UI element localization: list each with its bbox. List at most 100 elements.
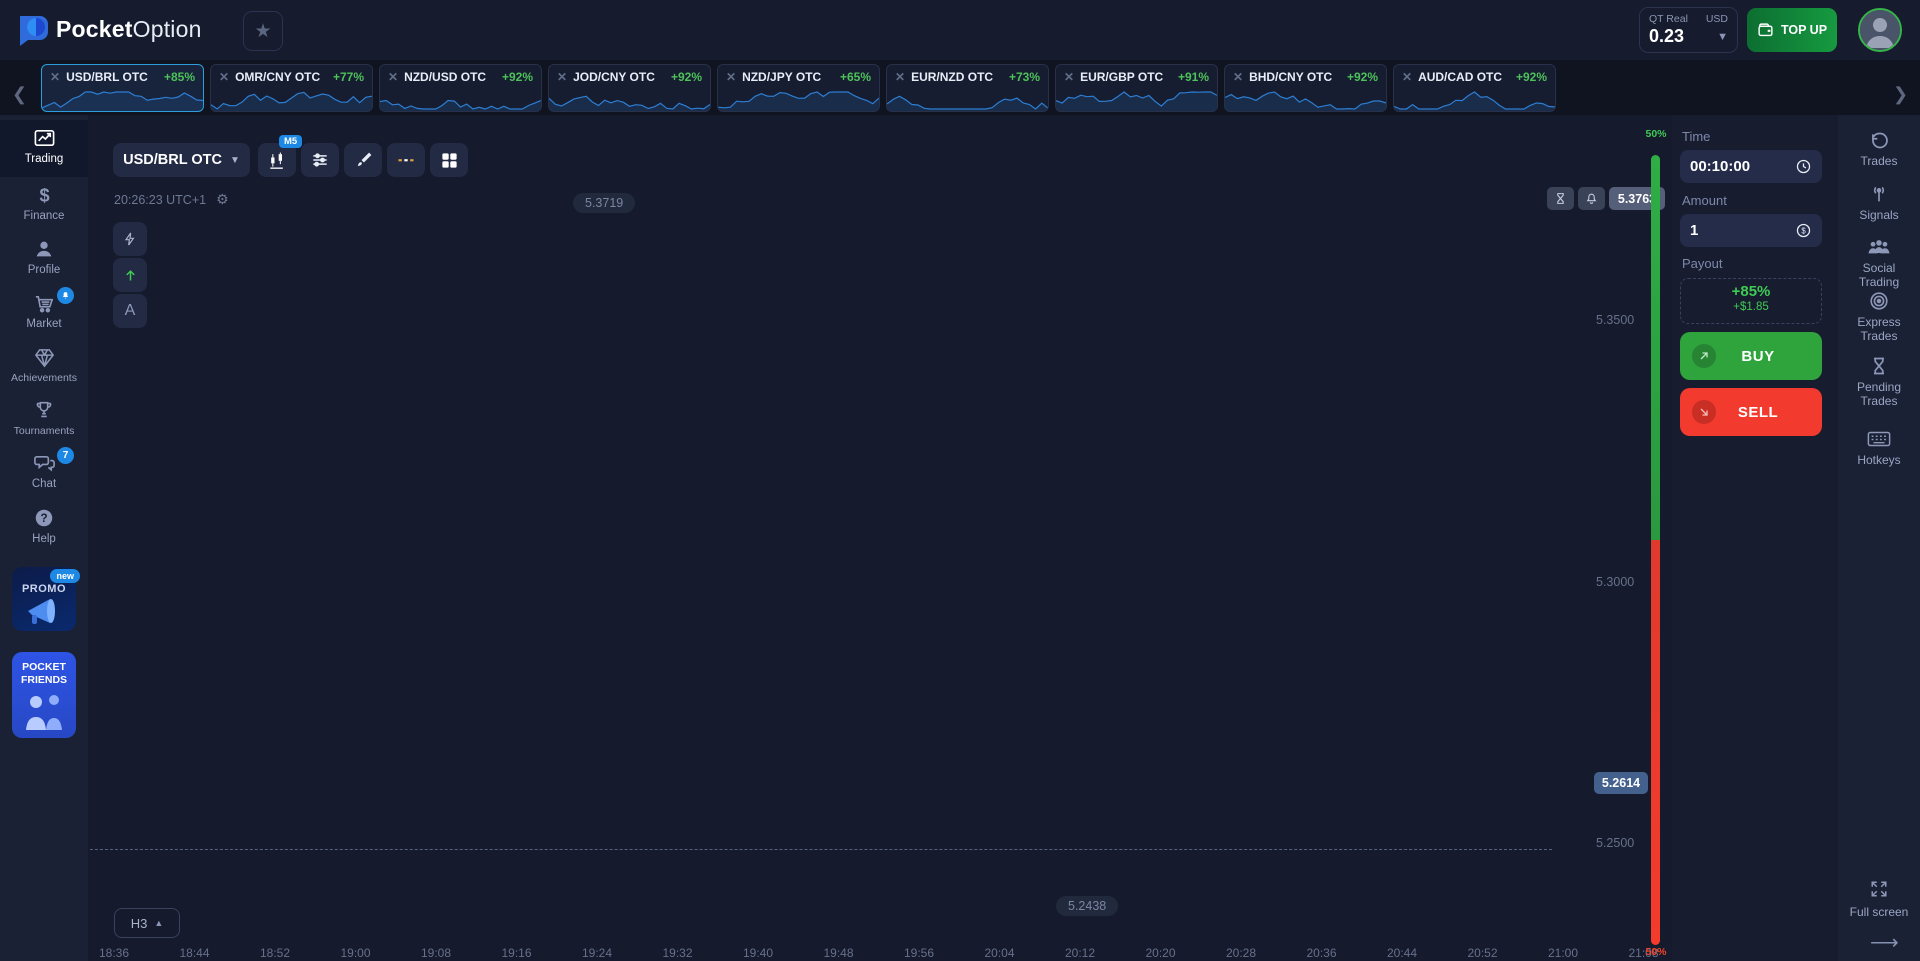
right-sidebar-item-social-trading[interactable]: Social Trading	[1838, 235, 1920, 289]
asset-tab-omr-cny-otc[interactable]: ✕ OMR/CNY OTC +77%	[210, 64, 373, 112]
fullscreen-button[interactable]: Full screen	[1838, 880, 1920, 920]
asset-tab-nzd-jpy-otc[interactable]: ✕ NZD/JPY OTC +65%	[717, 64, 880, 112]
avatar[interactable]	[1858, 8, 1902, 52]
fullscreen-label: Full screen	[1849, 905, 1909, 919]
sidebar-item-help[interactable]: ? Help	[0, 506, 88, 558]
buy-arrow-icon	[1692, 344, 1716, 368]
payout-percent: +85%	[1731, 283, 1771, 300]
promo-label: PROMO	[21, 583, 67, 595]
time-axis-label: 18:44	[179, 946, 210, 960]
favorites-star-button[interactable]: ★	[243, 11, 283, 51]
top-up-button[interactable]: TOP UP	[1747, 8, 1837, 52]
avatar-image	[1860, 10, 1900, 50]
sidebar-item-tournaments[interactable]: Tournaments	[0, 398, 88, 450]
upper-level-dashed-line	[0, 849, 1552, 850]
time-axis-label: 19:24	[581, 946, 613, 960]
pocket-friends-card[interactable]: POCKET FRIENDS	[12, 652, 76, 738]
tab-close-icon[interactable]: ✕	[895, 70, 906, 84]
time-axis-label: 20:04	[984, 946, 1015, 960]
expiration-hourglass-button[interactable]	[1547, 187, 1574, 210]
quick-trade-button[interactable]	[113, 222, 147, 256]
price-alert-button[interactable]	[1578, 187, 1605, 210]
pair-caret-icon: ▼	[229, 154, 240, 166]
time-axis-label: 19:08	[420, 946, 452, 960]
right-sidebar-item-signals[interactable]: Signals	[1838, 182, 1920, 223]
tab-payout: +73%	[1008, 70, 1040, 84]
asset-tab-nzd-usd-otc[interactable]: ✕ NZD/USD OTC +92%	[379, 64, 542, 112]
sell-button[interactable]: SELL	[1680, 388, 1822, 436]
time-axis-label: 20:28	[1225, 946, 1257, 960]
tabs-scroll-left-icon[interactable]: ❮	[12, 84, 28, 104]
tab-sparkline	[887, 89, 1048, 111]
tab-name: NZD/JPY OTC	[742, 70, 822, 84]
tab-payout: +65%	[839, 70, 871, 84]
tab-close-icon[interactable]: ✕	[50, 70, 61, 84]
time-axis-label: 19:40	[742, 946, 774, 960]
balance-caret-icon: ▼	[1717, 30, 1728, 43]
pair-selector-button[interactable]: USD/BRL OTC ▼	[113, 143, 250, 177]
sidebar-item-label: Finance	[23, 210, 65, 222]
current-price-badge: 5.2614	[1594, 772, 1648, 795]
scroll-to-latest-button[interactable]	[113, 258, 147, 292]
social-icon	[1838, 235, 1920, 259]
right-sidebar-item-label: Trades	[1860, 154, 1898, 168]
sidebar-item-finance[interactable]: $ Finance	[0, 183, 88, 235]
asset-tab-eur-nzd-otc[interactable]: ✕ EUR/NZD OTC +73%	[886, 64, 1049, 112]
sidebar-item-profile[interactable]: Profile	[0, 237, 88, 289]
tab-close-icon[interactable]: ✕	[388, 70, 399, 84]
right-sidebar-item-trades[interactable]: Trades	[1838, 128, 1920, 169]
tab-close-icon[interactable]: ✕	[557, 70, 568, 84]
layout-grid-button[interactable]	[430, 143, 468, 177]
gauge-sellers-label: 50%	[1645, 946, 1667, 958]
indicators-sliders-icon	[313, 153, 327, 167]
low-marker-price-tag: 5.2438	[1056, 896, 1119, 916]
sidebar-item-achievements[interactable]: Achievements	[0, 345, 88, 397]
time-axis-label: 18:36	[98, 946, 130, 960]
sidebar-item-market[interactable]: Market	[0, 287, 88, 343]
tab-close-icon[interactable]: ✕	[1402, 70, 1413, 84]
timeframe-badge: M5	[279, 135, 303, 148]
pending-icon	[1838, 354, 1920, 378]
asset-tab-eur-gbp-otc[interactable]: ✕ EUR/GBP OTC +91%	[1055, 64, 1218, 112]
buy-button[interactable]: BUY	[1680, 332, 1822, 380]
tab-payout: +77%	[332, 70, 364, 84]
dashes-icon	[398, 159, 414, 162]
expiration-time-input[interactable]: 00:10:00	[1680, 150, 1822, 183]
wallet-icon	[1758, 22, 1773, 36]
price-axis-label: 5.3500	[1596, 313, 1635, 327]
chart-type-button[interactable]	[258, 143, 296, 177]
sidebar-item-trading[interactable]: Trading	[0, 120, 88, 177]
promo-card[interactable]: new PROMO	[12, 567, 80, 631]
drawing-tools-button[interactable]	[344, 143, 382, 177]
balance-selector[interactable]: QT Real USD 0.23 ▼	[1639, 7, 1738, 53]
zoom-preset-button[interactable]: H3 ▲	[114, 908, 180, 938]
indicators-button[interactable]	[301, 143, 339, 177]
text-tool-button[interactable]: A	[113, 294, 147, 328]
payout-amount: +$1.85	[1733, 301, 1769, 313]
asset-tab-jod-cny-otc[interactable]: ✕ JOD/CNY OTC +92%	[548, 64, 711, 112]
tab-close-icon[interactable]: ✕	[1064, 70, 1075, 84]
line-style-button[interactable]	[387, 143, 425, 177]
asset-tab-aud-cad-otc[interactable]: ✕ AUD/CAD OTC +92%	[1393, 64, 1556, 112]
sidebar-item-chat[interactable]: Chat 7	[0, 447, 88, 505]
tab-close-icon[interactable]: ✕	[726, 70, 737, 84]
sell-label: SELL	[1737, 403, 1779, 421]
asset-tab-bhd-cny-otc[interactable]: ✕ BHD/CNY OTC +92%	[1224, 64, 1387, 112]
right-sidebar-item-pending-trades[interactable]: Pending Trades	[1838, 354, 1920, 408]
chart-clock-label: 20:26:23 UTC+1	[114, 192, 207, 207]
tab-close-icon[interactable]: ✕	[219, 70, 230, 84]
amount-input[interactable]: 1 $	[1680, 214, 1822, 247]
right-sidebar-item-hotkeys[interactable]: Hotkeys	[1838, 427, 1920, 468]
asset-tab-usd-brl-otc[interactable]: ✕ USD/BRL OTC +85%	[41, 64, 204, 112]
right-sidebar-item-express-trades[interactable]: Express Trades	[1838, 289, 1920, 343]
tab-sparkline	[380, 89, 541, 111]
trading-icon	[0, 126, 88, 150]
tab-payout: +92%	[1515, 70, 1547, 84]
expand-panel-arrow-icon[interactable]: ⟶	[1870, 932, 1899, 954]
tabs-scroll-right-icon[interactable]: ❯	[1893, 84, 1909, 104]
sell-arrow-icon	[1692, 400, 1716, 424]
tab-name: EUR/NZD OTC	[911, 70, 994, 84]
settings-gear-icon[interactable]: ⚙	[216, 191, 229, 207]
time-axis-label: 21:08	[1628, 946, 1659, 960]
tab-close-icon[interactable]: ✕	[1233, 70, 1244, 84]
